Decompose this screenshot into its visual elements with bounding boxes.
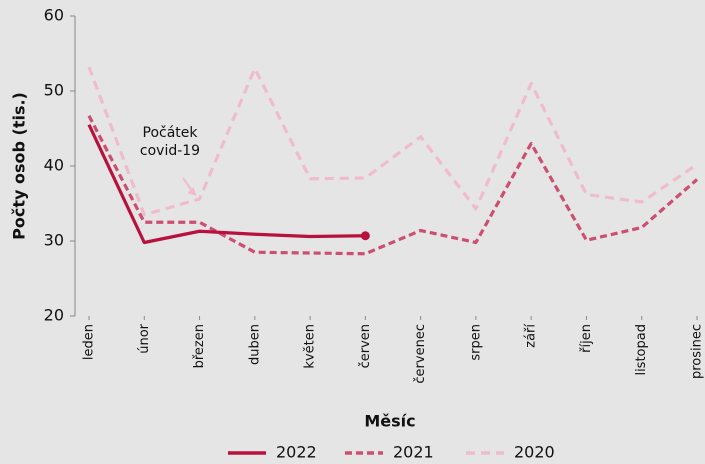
y-tick-label: 40	[44, 156, 64, 175]
x-tick-label: září	[524, 324, 539, 348]
annotation: Počátek	[143, 125, 199, 141]
y-axis-label: Počty osob (tis.)	[10, 92, 29, 240]
x-axis-label: Měsíc	[364, 412, 415, 431]
annotation-arrowhead	[187, 187, 197, 196]
y-tick-label: 50	[44, 81, 64, 100]
x-tick-label: leden	[82, 324, 97, 360]
legend-label: 2020	[514, 443, 555, 462]
y-tick-label: 20	[44, 306, 64, 325]
x-tick-label: duben	[247, 324, 262, 365]
x-tick-label: prosinec	[690, 324, 705, 379]
x-tick-label: říjen	[579, 324, 594, 353]
series-line	[87, 66, 698, 217]
annotation: covid-19	[140, 143, 200, 159]
series-line	[87, 124, 366, 245]
x-tick-label: listopad	[634, 324, 649, 376]
series-line	[87, 115, 699, 256]
y-tick-label: 30	[44, 231, 64, 250]
legend-label: 2022	[276, 443, 317, 462]
x-tick-label: červen	[358, 324, 373, 368]
x-tick-label: květen	[303, 324, 318, 369]
x-tick-label: červenec	[413, 324, 428, 384]
x-tick-label: srpen	[468, 324, 483, 361]
end-point	[360, 231, 370, 241]
legend-label: 2021	[393, 443, 434, 462]
x-tick-label: březen	[192, 324, 207, 368]
x-tick-label: únor	[137, 323, 152, 353]
y-tick-label: 60	[44, 6, 64, 25]
